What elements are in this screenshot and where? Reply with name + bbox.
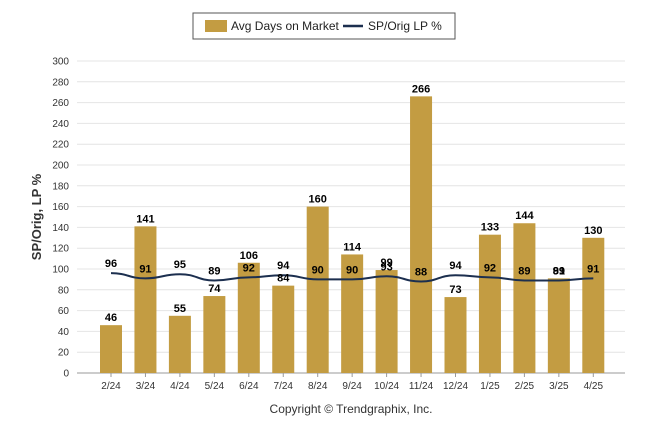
bar-data-label: 114 [343,241,362,253]
legend-box [192,12,456,40]
copyright-text: Copyright © Trendgraphix, Inc. [270,402,433,416]
y-tick-label: 200 [52,161,69,172]
y-tick-label: 100 [52,265,69,276]
line-data-label: 91 [587,263,599,275]
x-tick-label: 10/24 [374,381,399,392]
line-data-label: 88 [415,266,427,278]
line-data-label: 90 [346,264,358,276]
bar [582,237,605,373]
y-tick-label: 20 [58,348,70,359]
y-tick-label: 220 [52,140,69,151]
line-data-label: 89 [208,265,220,277]
y-tick-label: 80 [58,285,70,296]
y-tick-label: 260 [52,98,69,109]
line-data-label: 91 [139,263,151,275]
bar [410,96,433,374]
bar-data-label: 144 [515,210,534,222]
x-tick-label: 11/24 [409,381,434,392]
y-tick-label: 40 [58,327,70,338]
bar [272,285,295,373]
line-data-label: 90 [312,264,324,276]
x-tick-label: 7/24 [274,381,294,392]
legend-label-bar: Avg Days on Market [231,19,339,33]
y-tick-label: 0 [63,369,69,380]
line-data-label: 94 [277,260,290,272]
bar-data-label: 106 [240,250,258,262]
x-tick-label: 12/24 [443,381,468,392]
bars [100,96,605,374]
bar [478,234,501,373]
line-data-label: 92 [484,262,496,274]
line-series [110,272,594,283]
bar [547,278,570,373]
bar [100,325,122,373]
bar [341,254,364,373]
x-tick-label: 8/24 [308,381,328,392]
bar-data-label: 91 [553,265,565,277]
x-axis-ticks: 2/24 3/24 4/24 5/24 6/24 7/24 8/24 9/24 10/24 11/… [101,373,603,392]
line-data-label: 89 [553,265,565,277]
bar-data-label: 160 [309,194,327,206]
line-data-label: 94 [449,260,462,272]
y-tick-label: 160 [52,202,69,213]
bar-data-label: 84 [277,273,290,285]
bar [203,296,226,373]
bar-data-label: 74 [208,283,221,295]
x-tick-label: 3/25 [549,381,569,392]
y-axis-ticks: 0 20 40 60 80 100 120 140 160 180 200 220 240 260 280 3… [52,57,69,380]
legend: Avg Days on Market SP/Orig LP % [192,12,456,40]
bar [134,226,157,373]
bar [375,270,398,373]
x-tick-label: 6/24 [239,381,259,392]
y-axis-title: SP/Orig, LP % [29,173,44,260]
data-labels: 46 141 55 74 106 84 160 114 99 266 73 133 144 91 130 96… [105,83,603,324]
bar-data-label: 141 [136,213,154,225]
bar [444,297,467,373]
legend-label-line: SP/Orig LP % [368,19,442,33]
x-tick-label: 3/24 [136,381,156,392]
x-tick-label: 2/25 [515,381,535,392]
line-data-label: 89 [518,265,530,277]
bar [168,315,191,373]
bar-data-label: 266 [412,83,430,95]
y-tick-label: 140 [52,223,69,234]
y-tick-label: 280 [52,77,69,88]
x-tick-label: 4/24 [170,381,190,392]
bar [513,223,536,373]
x-tick-label: 2/24 [101,381,121,392]
bar [306,206,329,373]
y-tick-label: 300 [52,57,69,68]
x-tick-label: 1/25 [480,381,500,392]
x-tick-label: 5/24 [205,381,225,392]
line-data-label: 96 [105,258,117,270]
bar-data-label: 55 [174,303,186,315]
bar-data-label: 46 [105,312,117,324]
bar-data-label: 73 [449,284,461,296]
y-tick-label: 180 [52,181,69,192]
y-tick-label: 120 [52,244,69,255]
x-tick-label: 9/24 [342,381,362,392]
line-data-label: 93 [380,261,392,273]
y-tick-label: 240 [52,119,69,130]
line-data-label: 95 [174,259,186,271]
y-tick-label: 60 [58,306,70,317]
bar-data-label: 133 [481,222,499,234]
bar [237,262,260,373]
bar-data-label: 99 [380,257,392,269]
bar-data-label: 130 [584,225,602,237]
series-line [110,272,594,283]
line-data-label: 92 [243,262,255,274]
x-tick-label: 4/25 [584,381,604,392]
legend-swatch-bar [205,20,227,32]
